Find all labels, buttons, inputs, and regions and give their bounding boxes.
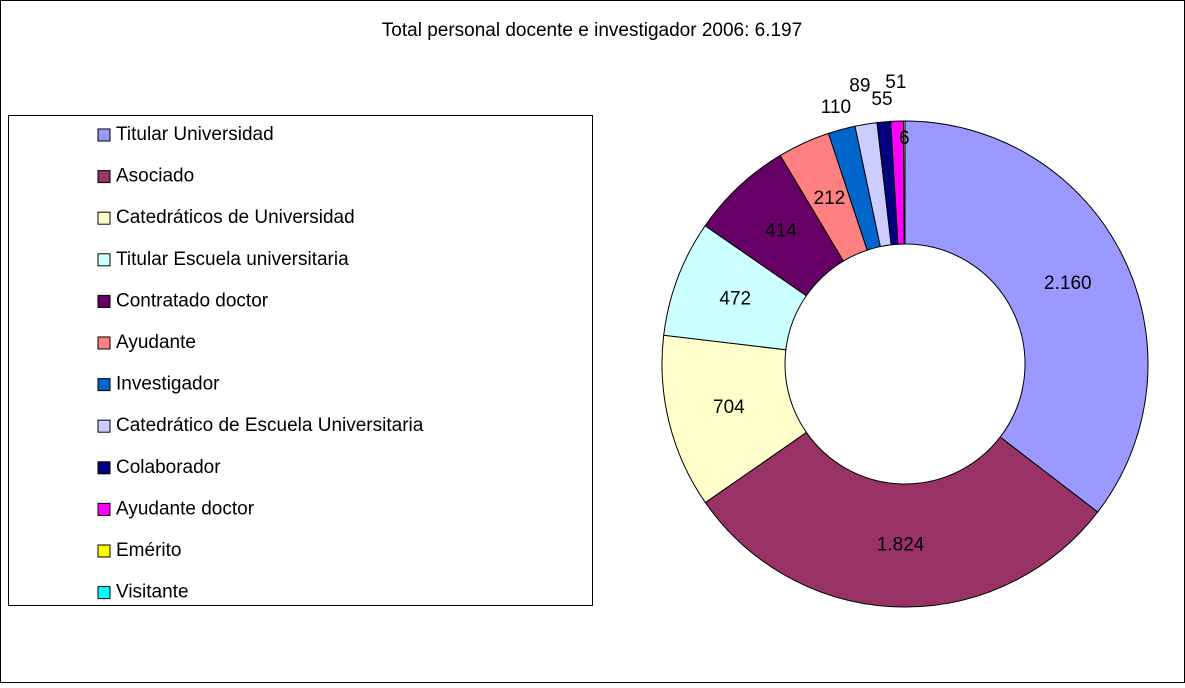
legend-swatch <box>97 211 111 225</box>
legend-label: Catedrático de Escuela Universitaria <box>116 415 424 436</box>
legend-swatch <box>97 544 111 558</box>
donut-slice <box>904 120 1149 513</box>
legend-swatch <box>97 419 111 433</box>
data-label: 704 <box>713 397 745 418</box>
data-label: 1.824 <box>877 534 925 555</box>
donut-slice <box>704 431 1099 608</box>
legend-swatch <box>97 170 111 184</box>
legend-label: Contratado doctor <box>116 290 269 311</box>
data-label: 472 <box>719 289 751 310</box>
data-label: 110 <box>821 97 851 118</box>
legend-swatch <box>97 253 111 267</box>
legend-swatch <box>97 586 111 600</box>
legend-swatch <box>97 461 111 475</box>
data-label: 51 <box>885 72 906 93</box>
donut-slice <box>902 120 906 245</box>
legend-label: Colaborador <box>116 457 221 478</box>
legend-label: Titular Escuela universitaria <box>116 249 349 270</box>
legend-label: Ayudante doctor <box>116 498 255 519</box>
legend-swatch <box>97 128 111 142</box>
legend-label: Ayudante <box>116 332 196 353</box>
data-label: 6 <box>899 128 910 149</box>
data-label: 55 <box>871 89 892 110</box>
data-label: 89 <box>849 76 870 97</box>
data-label: 212 <box>814 188 846 209</box>
legend-label: Asociado <box>116 166 194 187</box>
legend-label: Emérito <box>116 540 181 561</box>
legend-swatch <box>97 378 111 392</box>
data-label: 414 <box>765 220 797 241</box>
legend-label: Investigador <box>116 374 220 395</box>
data-label: 2.160 <box>1044 273 1092 294</box>
chart-title: Total personal docente e investigador 20… <box>382 20 802 41</box>
legend-swatch <box>97 502 111 516</box>
legend-swatch <box>97 336 111 350</box>
legend-label: Visitante <box>116 582 189 603</box>
legend-swatch <box>97 294 111 308</box>
legend-label: Titular Universidad <box>116 124 274 145</box>
legend-label: Catedráticos de Universidad <box>116 207 355 228</box>
legend-box <box>8 115 593 606</box>
